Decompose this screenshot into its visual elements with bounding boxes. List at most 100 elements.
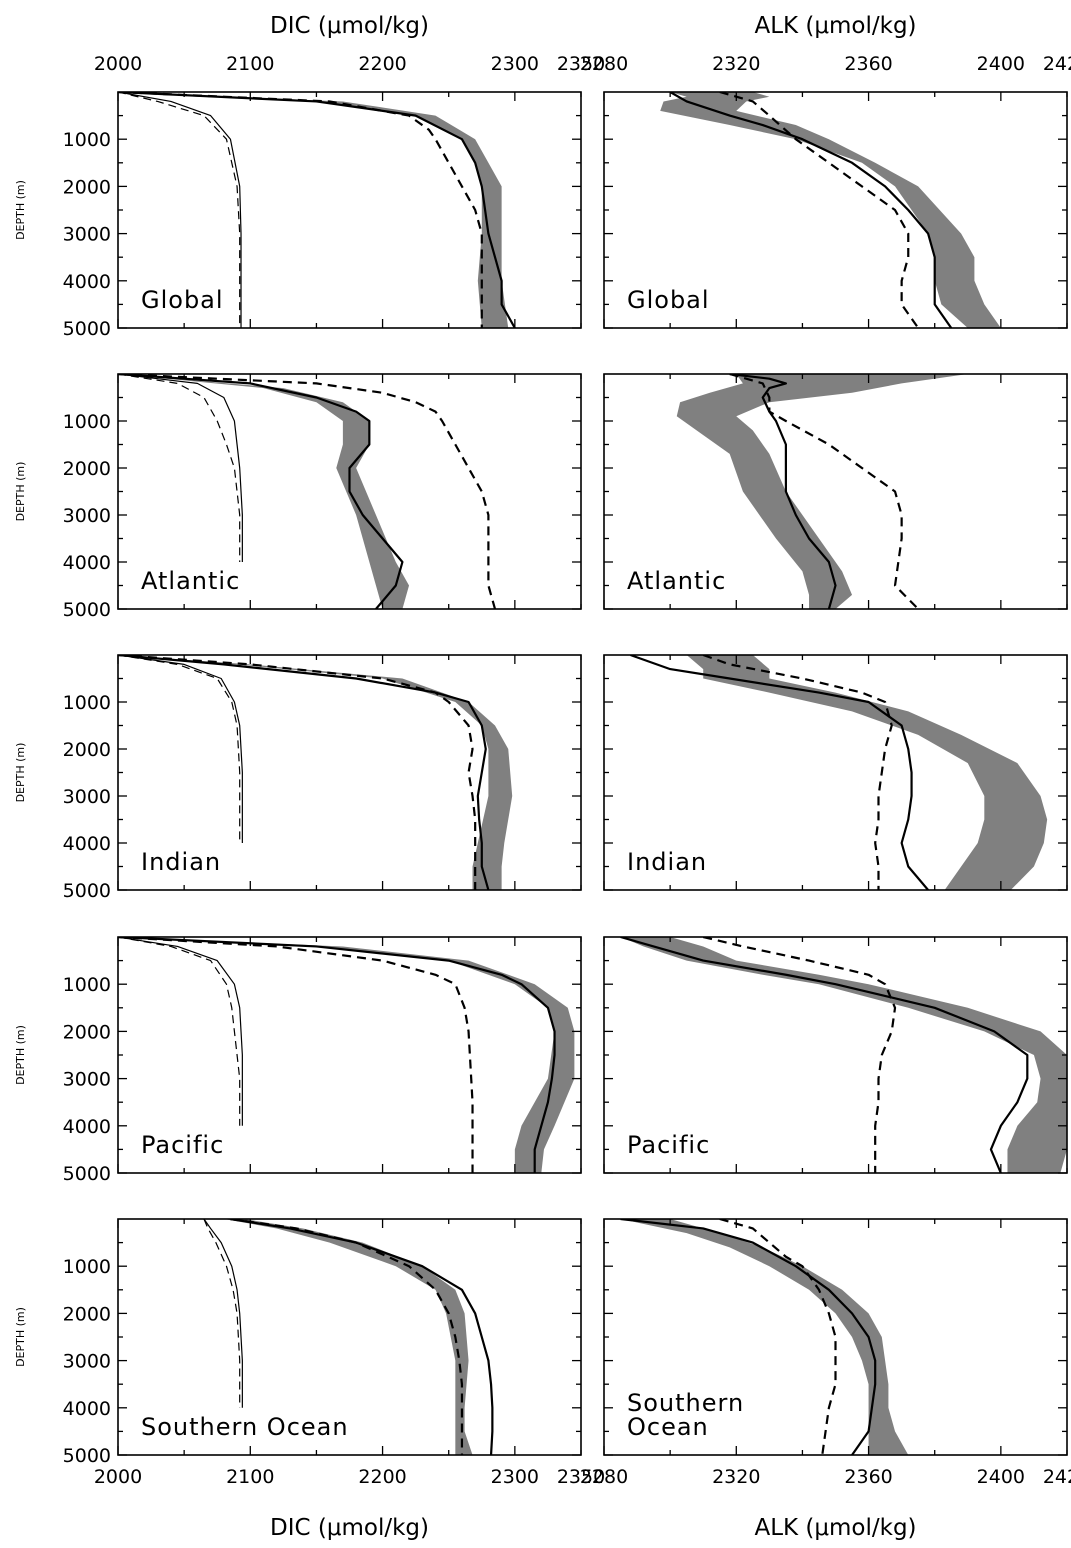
series-pacific-dic-thick-solid <box>118 937 556 1173</box>
series-pacific-dic-thin-dashed <box>118 937 241 1126</box>
x-tick-label-top: 2350 <box>557 53 605 75</box>
x-tick-label-top: 2200 <box>358 53 406 75</box>
series-indian-dic-thick-dashed <box>118 655 477 890</box>
series-global-dic-thin-solid <box>118 92 242 328</box>
top-axis-title-dic: DIC (μmol/kg) <box>270 13 429 39</box>
region-label: Global <box>627 286 710 314</box>
x-tick-label-top: 2420 <box>1043 53 1071 75</box>
depth-axis-title: DEPTH (m) <box>14 462 27 522</box>
region-label: Indian <box>627 848 707 876</box>
depth-tick-label: 2000 <box>63 1021 111 1043</box>
region-label: Atlantic <box>627 567 726 595</box>
depth-tick-label: 2000 <box>63 1303 111 1325</box>
x-tick-label-bottom: 2320 <box>712 1466 760 1488</box>
depth-tick-label: 3000 <box>63 1351 111 1373</box>
x-tick-label-top: 2320 <box>712 53 760 75</box>
depth-tick-label: 1000 <box>63 411 111 433</box>
depth-tick-label: 5000 <box>63 880 111 902</box>
band-pacific-alk <box>620 937 1067 1173</box>
region-label: Pacific <box>627 1131 710 1159</box>
depth-tick-label: 3000 <box>63 1069 111 1091</box>
depth-tick-label: 5000 <box>63 1163 111 1185</box>
x-tick-label-top: 2100 <box>226 53 274 75</box>
x-tick-label-top: 2300 <box>491 53 539 75</box>
panel-southern-ocean-dic: 1000 2000 3000 4000 5000 DEPTH (m) 2000 2100 220… <box>14 1218 605 1488</box>
region-label: Indian <box>141 848 221 876</box>
series-atlantic-dic-thick-solid <box>118 374 404 609</box>
x-tick-label-top: 2360 <box>844 53 892 75</box>
depth-tick-label: 1000 <box>63 692 111 714</box>
x-tick-label-top: 2000 <box>94 53 142 75</box>
depth-tick-label: 3000 <box>63 786 111 808</box>
panel-global-dic: 1000 2000 3000 4000 5000 DEPTH (m) 2000 2100 220… <box>14 53 605 340</box>
series-atlantic-alk-thick-solid <box>729 374 837 609</box>
series-southern-ocean-alk-thick-dashed <box>719 1219 837 1455</box>
series-indian-dic-thin-solid <box>118 655 243 843</box>
depth-tick-label: 3000 <box>63 224 111 246</box>
x-tick-label-bottom: 2360 <box>844 1466 892 1488</box>
band-southern-ocean-alk <box>620 1219 909 1455</box>
series-atlantic-dic-thick-dashed <box>118 374 497 609</box>
depth-tick-label: 4000 <box>63 271 111 293</box>
band-atlantic-alk <box>676 374 968 609</box>
depth-tick-label: 2000 <box>63 176 111 198</box>
region-label: Global <box>141 286 224 314</box>
series-pacific-dic-thick-dashed <box>118 937 474 1173</box>
x-tick-label-bottom: 2350 <box>557 1466 605 1488</box>
depth-tick-label: 4000 <box>63 1398 111 1420</box>
series-atlantic-dic-thin-solid <box>118 374 243 562</box>
band-pacific-dic <box>118 937 575 1173</box>
depth-tick-label: 2000 <box>63 458 111 480</box>
depth-tick-label: 5000 <box>63 1445 111 1467</box>
bottom-axis-title-alk: ALK (μmol/kg) <box>754 1515 916 1541</box>
depth-tick-label: 1000 <box>63 129 111 151</box>
series-indian-dic-thin-dashed <box>118 655 241 843</box>
region-label: Southern <box>627 1389 744 1417</box>
depth-tick-label: 5000 <box>63 318 111 340</box>
bottom-axis-title-dic: DIC (μmol/kg) <box>270 1515 429 1541</box>
series-southern-ocean-alk-thick-solid <box>620 1219 877 1455</box>
x-tick-label-top: 2280 <box>580 53 628 75</box>
band-indian-alk <box>686 655 1048 890</box>
depth-tick-label: 5000 <box>63 599 111 621</box>
x-tick-label-top: 2400 <box>977 53 1025 75</box>
series-pacific-dic-thin-solid <box>118 937 243 1126</box>
series-indian-alk-thick-dashed <box>702 655 893 890</box>
region-label: Atlantic <box>141 567 240 595</box>
x-tick-label-bottom: 2280 <box>580 1466 628 1488</box>
depth-tick-label: 4000 <box>63 833 111 855</box>
depth-tick-label: 2000 <box>63 739 111 761</box>
series-global-alk-thick-dashed <box>719 92 920 328</box>
depth-tick-label: 3000 <box>63 505 111 527</box>
depth-tick-label: 1000 <box>63 1256 111 1278</box>
series-southern-ocean-dic-thin-dashed <box>203 1219 241 1408</box>
series-pacific-alk-thick-solid <box>620 937 1029 1173</box>
depth-tick-label: 4000 <box>63 1116 111 1138</box>
band-atlantic-dic <box>118 374 410 609</box>
series-indian-alk-thick-solid <box>630 655 929 890</box>
series-southern-ocean-dic-thick-dashed <box>230 1219 464 1455</box>
x-tick-label-bottom: 2100 <box>226 1466 274 1488</box>
panel-indian-alk: Indian <box>603 654 1068 891</box>
x-tick-label-bottom: 2000 <box>94 1466 142 1488</box>
x-tick-label-bottom: 2200 <box>358 1466 406 1488</box>
panel-global-alk: 2280 2320 2360 2400 2420 Global <box>580 53 1071 329</box>
panel-atlantic-alk: Atlantic <box>603 373 1068 610</box>
band-global-alk <box>660 92 1001 328</box>
x-tick-label-bottom: 2400 <box>977 1466 1025 1488</box>
series-indian-dic-thick-solid <box>118 655 490 890</box>
depth-axis-title: DEPTH (m) <box>14 1307 27 1367</box>
panel-atlantic-dic: 1000 2000 3000 4000 5000 DEPTH (m) Atlantic <box>14 373 582 621</box>
x-tick-label-bottom: 2420 <box>1043 1466 1071 1488</box>
region-label: Pacific <box>141 1131 224 1159</box>
series-southern-ocean-dic-thin-solid <box>203 1219 243 1408</box>
depth-axis-title: DEPTH (m) <box>14 180 27 240</box>
series-pacific-alk-thick-dashed <box>702 937 897 1173</box>
region-label: Ocean <box>627 1413 709 1441</box>
series-global-alk-thick-solid <box>669 92 953 328</box>
region-label: Southern Ocean <box>141 1413 349 1441</box>
depth-axis-title: DEPTH (m) <box>14 1025 27 1085</box>
